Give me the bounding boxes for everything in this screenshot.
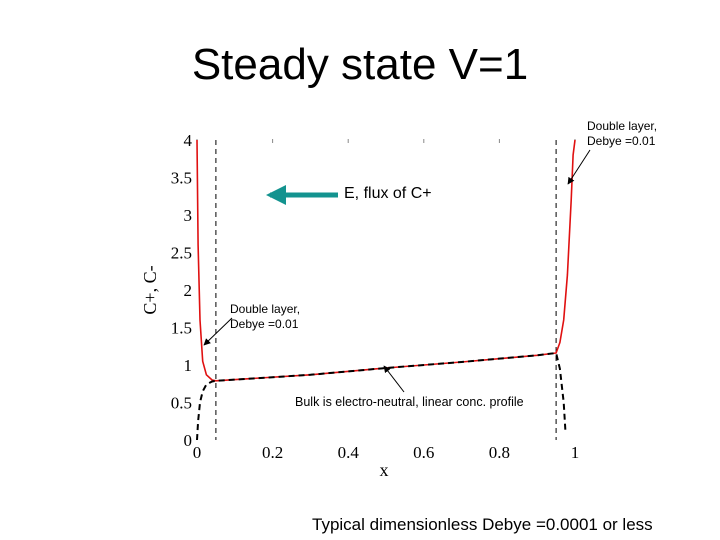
y-tick-label: 3.5 xyxy=(171,169,192,188)
footer-note: Typical dimensionless Debye =0.0001 or l… xyxy=(312,515,653,534)
dl-left-arrow xyxy=(203,317,233,346)
x-tick-label: 0.4 xyxy=(338,443,360,462)
y-tick-label: 3 xyxy=(184,206,193,225)
y-tick-label: 2.5 xyxy=(171,244,192,263)
dl-right-line2: Debye =0.01 xyxy=(587,134,656,148)
y-axis-label: C+, C- xyxy=(140,265,160,314)
y-tick-label: 1 xyxy=(184,356,193,375)
dl-left-annotation: Double layer, Debye =0.01 xyxy=(230,302,300,332)
y-tick-label: 0 xyxy=(184,431,193,450)
dl-left-line2: Debye =0.01 xyxy=(230,317,299,331)
x-tick-label: 0.6 xyxy=(413,443,434,462)
y-tick-label: 0.5 xyxy=(171,394,192,413)
series-line-c-minus xyxy=(196,352,567,441)
y-tick-label: 4 xyxy=(184,131,193,150)
x-tick-label: 1 xyxy=(571,443,580,462)
x-tick-label: 0.2 xyxy=(262,443,283,462)
bulk-annotation: Bulk is electro-neutral, linear conc. pr… xyxy=(295,395,524,409)
slide-title: Steady state V=1 xyxy=(191,40,529,89)
bulk-arrow xyxy=(383,365,405,393)
x-tick-label: 0.8 xyxy=(489,443,510,462)
dl-left-line1: Double layer, xyxy=(230,302,301,316)
dl-right-line1: Double layer, xyxy=(587,119,658,133)
y-tick-label: 2 xyxy=(184,281,193,300)
dl-right-arrow xyxy=(567,149,591,185)
x-tick-label: 0 xyxy=(193,443,202,462)
y-tick-label: 1.5 xyxy=(171,319,192,338)
dl-right-annotation: Double layer, Debye =0.01 xyxy=(587,119,657,149)
flux-annotation: E, flux of C+ xyxy=(344,185,432,202)
series-line-c-plus xyxy=(196,139,576,382)
x-axis-label: x xyxy=(380,460,389,480)
